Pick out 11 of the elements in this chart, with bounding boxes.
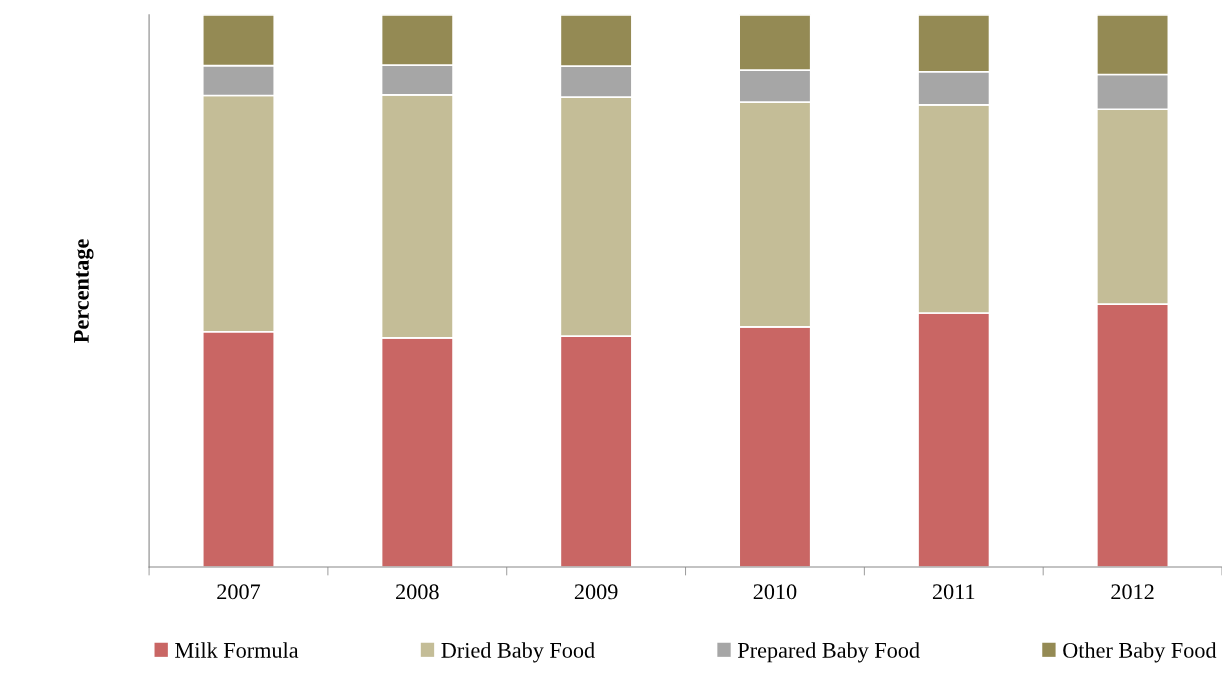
x-tick-label: 2009 xyxy=(574,584,618,600)
x-tick-label: 2008 xyxy=(396,584,439,600)
legend-label: Other Baby Food xyxy=(1063,642,1217,663)
y-axis-title: Percentage xyxy=(74,239,94,343)
legend-label: Dried Baby Food xyxy=(441,642,595,663)
legend-label: Milk Formula xyxy=(175,642,299,658)
x-tick-label: 2007 xyxy=(217,584,261,600)
x-tick-label: 2011 xyxy=(932,584,975,600)
legend-label: Prepared Baby Food xyxy=(737,642,920,663)
x-tick-label: 2012 xyxy=(1111,584,1154,600)
x-tick-label: 2010 xyxy=(753,584,797,600)
